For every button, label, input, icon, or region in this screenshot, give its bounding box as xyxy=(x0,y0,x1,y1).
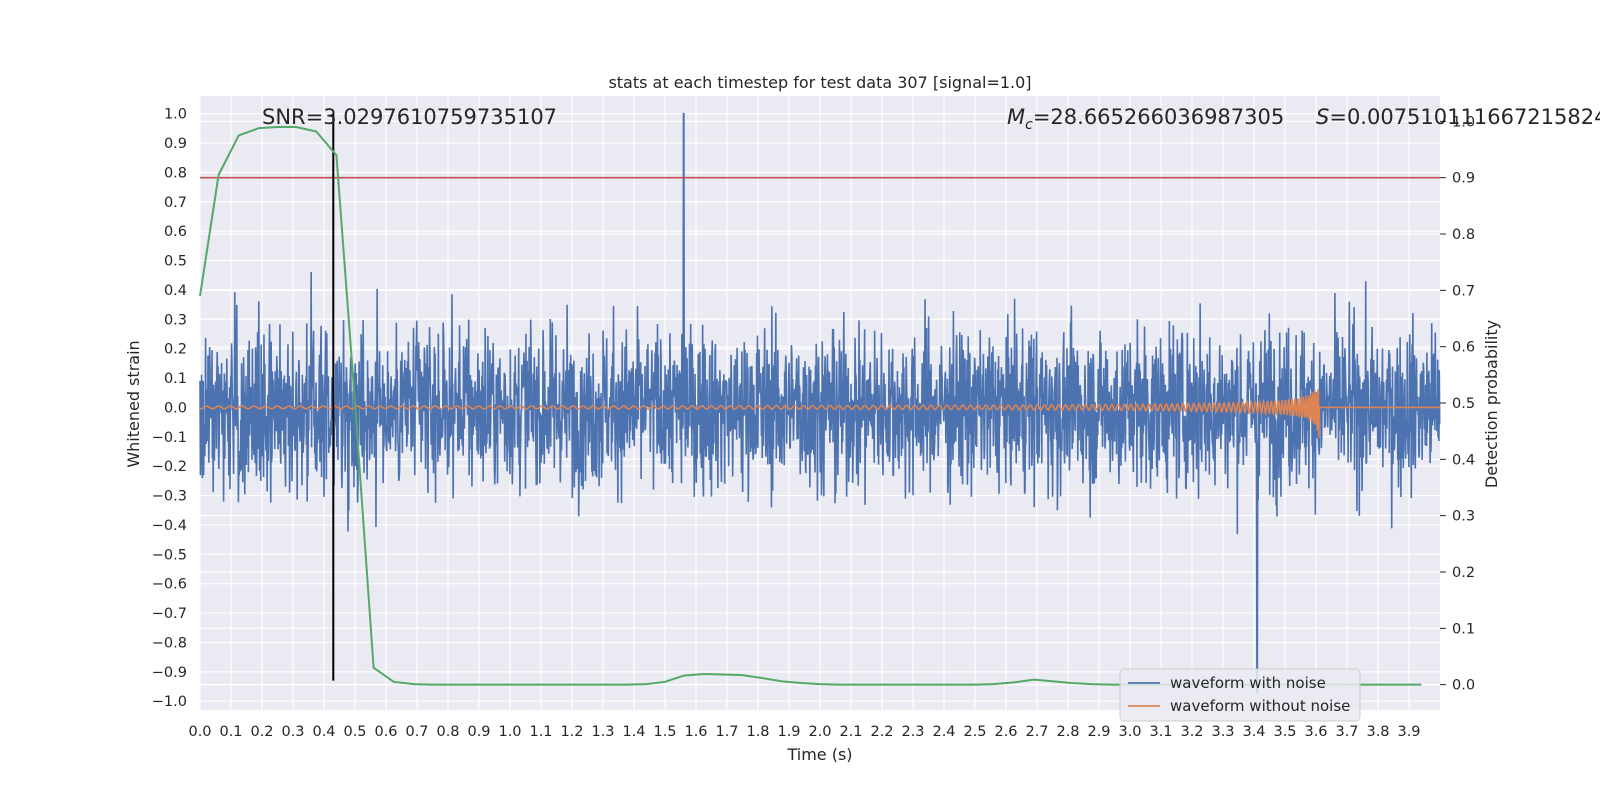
y-tick-label: −0.9 xyxy=(152,665,187,681)
clean-waveform-line xyxy=(199,389,1440,438)
x-tick-label: 0.8 xyxy=(436,724,459,740)
legend-label-clean: waveform without noise xyxy=(1170,697,1350,715)
x-tick-label: 2.8 xyxy=(1056,724,1079,740)
snr-annotation: SNR=3.0297610759735107 xyxy=(262,105,557,129)
x-tick-label: 0.0 xyxy=(188,724,211,740)
x-tick-label: 2.9 xyxy=(1087,724,1110,740)
series-waveform-without-noise xyxy=(199,389,1440,438)
chirp-mass-symbol: M xyxy=(1007,105,1025,129)
x-tick-label: 1.4 xyxy=(622,724,645,740)
overlay-lines xyxy=(200,113,1440,681)
x-tick-label: 3.4 xyxy=(1242,724,1265,740)
y2-tick-label: 0.0 xyxy=(1452,678,1475,694)
x-tick-label: 1.2 xyxy=(560,724,583,740)
y-tick-label: −0.8 xyxy=(152,635,187,651)
x-tick-label: 0.6 xyxy=(374,724,397,740)
x-axis-label: Time (s) xyxy=(786,745,852,764)
x-tick-label: 1.0 xyxy=(498,724,521,740)
x-tick-label: 2.5 xyxy=(963,724,986,740)
y-tick-label: 0.2 xyxy=(164,342,187,358)
x-tick-label: 1.8 xyxy=(746,724,769,740)
x-tick-label: 3.8 xyxy=(1366,724,1389,740)
y-tick-label: −1.0 xyxy=(152,694,187,710)
y-tick-label: 0.3 xyxy=(164,312,187,328)
x-tick-label: 1.6 xyxy=(684,724,707,740)
x-tick-label: 0.1 xyxy=(219,724,242,740)
x-tick-label: 3.0 xyxy=(1118,724,1141,740)
s-value: =0.007510111667215824 xyxy=(1329,105,1600,129)
y-tick-label: 1.0 xyxy=(164,107,187,123)
x-tick-label: 0.7 xyxy=(405,724,428,740)
x-tick-label: 2.0 xyxy=(808,724,831,740)
y2-tick-label: 0.2 xyxy=(1452,565,1475,581)
y-tick-label: −0.5 xyxy=(152,547,187,563)
x-tick-label: 3.9 xyxy=(1397,724,1420,740)
y-tick-label: −0.7 xyxy=(152,606,187,622)
y-tick-label: −0.3 xyxy=(152,489,187,505)
y-tick-label: 0.8 xyxy=(164,165,187,181)
chirp-mass-subscript: c xyxy=(1025,117,1033,133)
x-tick-label: 2.3 xyxy=(901,724,924,740)
y-tick-label: 0.0 xyxy=(164,400,187,416)
y-tick-label: 0.9 xyxy=(164,136,187,152)
x-tick-label: 1.3 xyxy=(591,724,614,740)
x-tick-label: 1.9 xyxy=(777,724,800,740)
y-tick-label: 0.1 xyxy=(164,371,187,387)
x-tick-label: 0.3 xyxy=(281,724,304,740)
y-tick-label: −0.2 xyxy=(152,459,187,475)
chirp-mass-value: =28.665266036987305 xyxy=(1033,105,1284,129)
x-tick-label: 2.4 xyxy=(932,724,955,740)
y-tick-label: −0.4 xyxy=(152,518,187,534)
y-tick-label: 0.4 xyxy=(164,283,187,299)
y2-tick-label: 0.4 xyxy=(1452,452,1475,468)
x-tick-label: 3.2 xyxy=(1180,724,1203,740)
legend: waveform with noise waveform without noi… xyxy=(1119,668,1361,722)
x-tick-label: 3.1 xyxy=(1149,724,1172,740)
x-tick-label: 1.5 xyxy=(653,724,676,740)
y-tick-label: −0.6 xyxy=(152,577,187,593)
y2-tick-label: 1.0 xyxy=(1452,114,1475,130)
s-annotation: S=0.007510111667215824 xyxy=(1316,105,1600,129)
chart-title: stats at each timestep for test data 307… xyxy=(608,73,1031,92)
y2-tick-label: 0.9 xyxy=(1452,171,1475,187)
x-tick-label: 2.2 xyxy=(870,724,893,740)
x-tick-label: 0.5 xyxy=(343,724,366,740)
y2-tick-label: 0.6 xyxy=(1452,340,1475,356)
x-tick-label: 2.7 xyxy=(1025,724,1048,740)
legend-box xyxy=(1119,668,1361,722)
y-tick-label: 0.6 xyxy=(164,224,187,240)
tick-labels: 0.0 0.1 0.2 0.3 0.4 0.5 0.6 0.7 0.8 0.9 1.0 1.1 1.2 1… xyxy=(152,107,1475,740)
chirp-mass-annotation: Mc=28.665266036987305 xyxy=(1007,105,1284,133)
y2-axis-label: Detection probability xyxy=(1482,320,1501,488)
x-tick-label: 3.6 xyxy=(1304,724,1327,740)
y-tick-label: −0.1 xyxy=(152,430,187,446)
s-symbol: S xyxy=(1316,105,1329,129)
y2-tick-label: 0.3 xyxy=(1452,509,1475,525)
x-tick-label: 2.1 xyxy=(839,724,862,740)
x-tick-label: 0.4 xyxy=(312,724,335,740)
y2-tick-label: 0.5 xyxy=(1452,396,1475,412)
x-tick-label: 3.7 xyxy=(1335,724,1358,740)
y2-tick-label: 0.7 xyxy=(1452,283,1475,299)
legend-label-noisy: waveform with noise xyxy=(1170,674,1326,692)
x-tick-label: 0.2 xyxy=(250,724,273,740)
y2-tick-label: 0.8 xyxy=(1452,227,1475,243)
y-tick-label: 0.7 xyxy=(164,195,187,211)
x-tick-label: 2.6 xyxy=(994,724,1017,740)
x-tick-label: 1.1 xyxy=(529,724,552,740)
x-tick-label: 0.9 xyxy=(467,724,490,740)
y-tick-label: 0.5 xyxy=(164,254,187,270)
x-tick-label: 3.3 xyxy=(1211,724,1234,740)
y2-tick-label: 0.1 xyxy=(1452,621,1475,637)
x-tick-label: 3.5 xyxy=(1273,724,1296,740)
y-axis-label: Whitened strain xyxy=(124,340,143,467)
x-tick-label: 1.7 xyxy=(715,724,738,740)
